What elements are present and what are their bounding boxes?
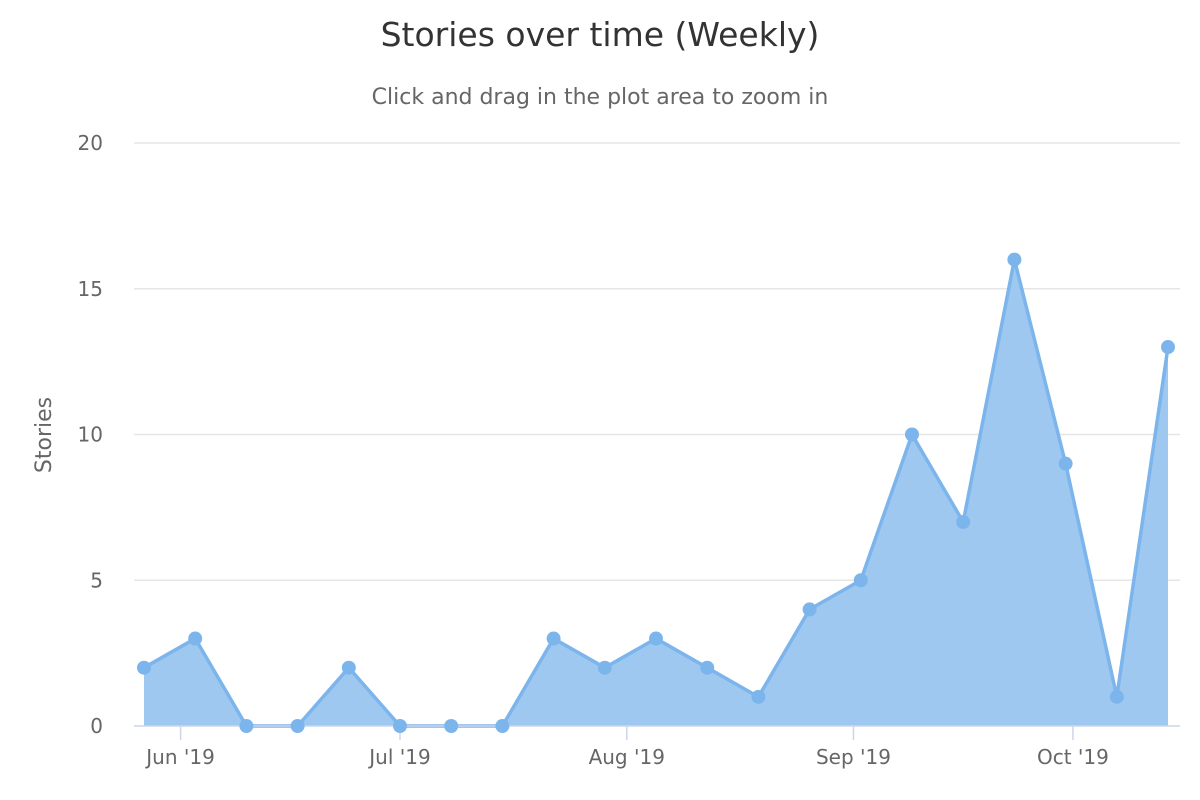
data-point[interactable] xyxy=(802,602,817,617)
data-point[interactable] xyxy=(341,660,356,675)
data-point[interactable] xyxy=(393,719,407,733)
chart-subtitle: Click and drag in the plot area to zoom … xyxy=(372,85,829,110)
chart-title: Stories over time (Weekly) xyxy=(381,15,820,54)
data-point[interactable] xyxy=(853,573,868,588)
series-area xyxy=(144,259,1168,726)
x-tick-label: Jul '19 xyxy=(367,745,430,769)
data-point[interactable] xyxy=(905,427,919,442)
x-axis: Jun '19 Jul '19 Aug '19 Sep '19 Oct '19 xyxy=(134,725,1180,769)
data-point[interactable] xyxy=(1058,456,1073,471)
data-point[interactable] xyxy=(495,719,510,733)
y-axis-ticks: 0 5 10 15 20 xyxy=(78,131,103,738)
x-tick-label: Jun '19 xyxy=(144,745,215,769)
x-tick-label: Aug '19 xyxy=(589,745,665,769)
data-point[interactable] xyxy=(597,660,612,675)
data-point[interactable] xyxy=(188,631,203,646)
data-point[interactable] xyxy=(444,719,459,733)
data-point[interactable] xyxy=(1161,340,1175,355)
data-point[interactable] xyxy=(649,631,663,646)
y-tick-label: 5 xyxy=(90,568,103,592)
data-point[interactable] xyxy=(239,719,254,733)
x-tick-label: Oct '19 xyxy=(1037,745,1109,769)
x-tick-label: Sep '19 xyxy=(816,745,891,769)
data-point[interactable] xyxy=(956,514,971,529)
y-tick-label: 0 xyxy=(90,714,103,738)
data-point[interactable] xyxy=(137,660,151,675)
y-tick-label: 10 xyxy=(78,423,103,447)
data-point[interactable] xyxy=(700,660,715,675)
series-area-group xyxy=(144,259,1168,726)
y-tick-label: 15 xyxy=(78,277,103,301)
data-point[interactable] xyxy=(546,631,561,646)
y-tick-label: 20 xyxy=(78,131,103,155)
data-point[interactable] xyxy=(1007,252,1022,267)
data-point[interactable] xyxy=(1109,689,1124,704)
data-points[interactable] xyxy=(137,252,1175,733)
data-point[interactable] xyxy=(290,719,305,733)
data-point[interactable] xyxy=(751,689,766,704)
y-axis-label: Stories xyxy=(32,397,57,473)
